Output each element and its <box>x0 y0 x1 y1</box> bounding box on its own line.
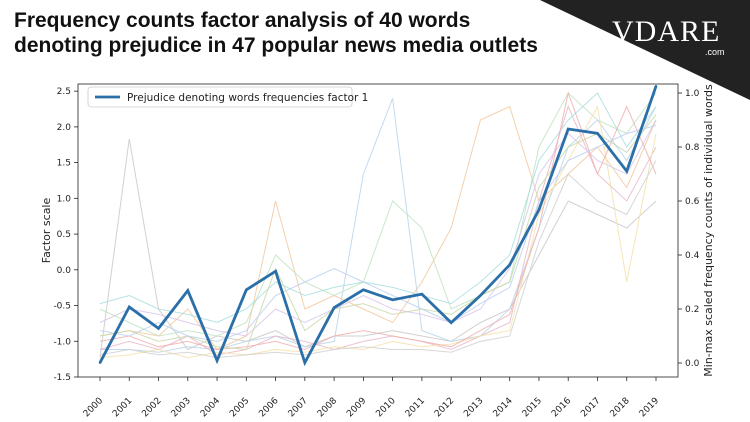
x-tick-label: 2012 <box>433 396 456 419</box>
x-tick-label: 2006 <box>257 396 280 419</box>
y-tick-label: -1.5 <box>53 373 71 383</box>
y-tick-label: 1.5 <box>57 159 71 169</box>
x-tick-label: 2004 <box>199 396 222 419</box>
x-tick-label: 2001 <box>111 396 134 419</box>
plot-frame <box>77 83 679 378</box>
y2-tick-label: 1.0 <box>685 89 700 99</box>
x-tick-label: 2018 <box>609 396 632 419</box>
x-tick-label: 2003 <box>170 396 193 419</box>
series-point <box>98 361 102 364</box>
x-tick-label: 2010 <box>374 396 397 419</box>
series-point <box>596 132 599 135</box>
series-point <box>625 169 628 173</box>
x-tick-label: 2011 <box>404 396 427 419</box>
y-tick-label: 2.0 <box>57 123 72 133</box>
x-tick-label: 2013 <box>462 396 485 419</box>
legend-box <box>87 86 353 108</box>
title-line-1: Frequency counts factor analysis of 40 w… <box>14 9 471 32</box>
title-line-2: denoting prejudice in 47 popular news me… <box>14 34 538 57</box>
brand-logo-sub: .com <box>705 47 725 57</box>
y-tick-label: 0.5 <box>57 230 71 240</box>
y2-tick-label: 0.6 <box>685 197 700 207</box>
series-point <box>245 288 248 292</box>
series-point <box>537 208 541 211</box>
background-series-group <box>99 91 657 359</box>
y-tick-label: 0.0 <box>57 266 72 276</box>
x-tick-label: 2007 <box>287 396 310 419</box>
x-tick-label: 2005 <box>228 396 251 419</box>
background-series-line-10 <box>99 160 657 359</box>
y2-tick-label: 0.0 <box>685 359 700 369</box>
series-point <box>157 327 160 330</box>
y-tick-label: -0.5 <box>53 302 71 312</box>
series-point <box>508 263 511 267</box>
background-series-line-0 <box>99 138 657 358</box>
series-point <box>420 292 424 296</box>
series-point <box>274 270 277 273</box>
series-point <box>391 298 394 302</box>
x-tick-label: 2009 <box>345 396 368 419</box>
x-tick-label: 2002 <box>140 396 163 419</box>
series-point <box>128 305 131 309</box>
background-series-line-3 <box>99 92 657 337</box>
legend-label: Prejudice denoting words frequencies fac… <box>127 92 368 104</box>
series-line-0 <box>98 85 658 367</box>
series-point <box>567 127 570 131</box>
y-tick-label: -1.0 <box>53 337 71 347</box>
legend: Prejudice denoting words frequencies fac… <box>87 86 368 108</box>
main-series-group <box>98 84 658 367</box>
x-tick-label: 2016 <box>550 396 573 419</box>
series-point <box>654 84 658 88</box>
chart-title: Frequency counts factor analysis of 40 w… <box>14 8 574 58</box>
x-tick-label: 2015 <box>521 396 544 419</box>
series-point <box>215 359 219 362</box>
y-tick-label: 2.5 <box>57 87 71 97</box>
brand-corner-banner <box>540 0 750 100</box>
background-series-line-7 <box>99 92 657 324</box>
axes-group: -1.5 -1.0 -0.5 0.0 0.5 1.0 1.5 2.0 2.5 0.0 0.2 0.4 0… <box>40 83 715 419</box>
series-point <box>186 289 189 292</box>
x-tick-label: 2019 <box>638 396 661 419</box>
background-series-line-4 <box>99 105 657 356</box>
y2-tick-label: 0.8 <box>685 143 700 153</box>
y2-tick-label: 0.2 <box>685 305 699 315</box>
x-tick-label: 2014 <box>492 396 515 419</box>
x-tick-label: 2017 <box>579 396 602 419</box>
y-axis-label: Factor scale <box>40 198 53 264</box>
x-tick-label: 2008 <box>316 396 339 419</box>
background-series-line-9 <box>99 114 657 351</box>
background-series-line-1 <box>100 98 657 353</box>
y2-axis-label: Min-max scaled frequency counts of indiv… <box>702 84 715 377</box>
x-tick-label: 2000 <box>82 396 105 419</box>
series-point <box>332 306 336 309</box>
series-point <box>303 361 307 364</box>
background-series-line-11 <box>99 124 657 342</box>
background-series-line-6 <box>99 104 657 359</box>
series-point <box>479 294 482 297</box>
y-tick-label: 1.0 <box>57 194 72 204</box>
background-series-line-8 <box>99 91 657 351</box>
y2-tick-label: 0.4 <box>685 251 700 261</box>
brand-logo[interactable]: VDARE <box>612 15 721 48</box>
series-point <box>362 288 365 292</box>
series-point <box>449 321 453 324</box>
